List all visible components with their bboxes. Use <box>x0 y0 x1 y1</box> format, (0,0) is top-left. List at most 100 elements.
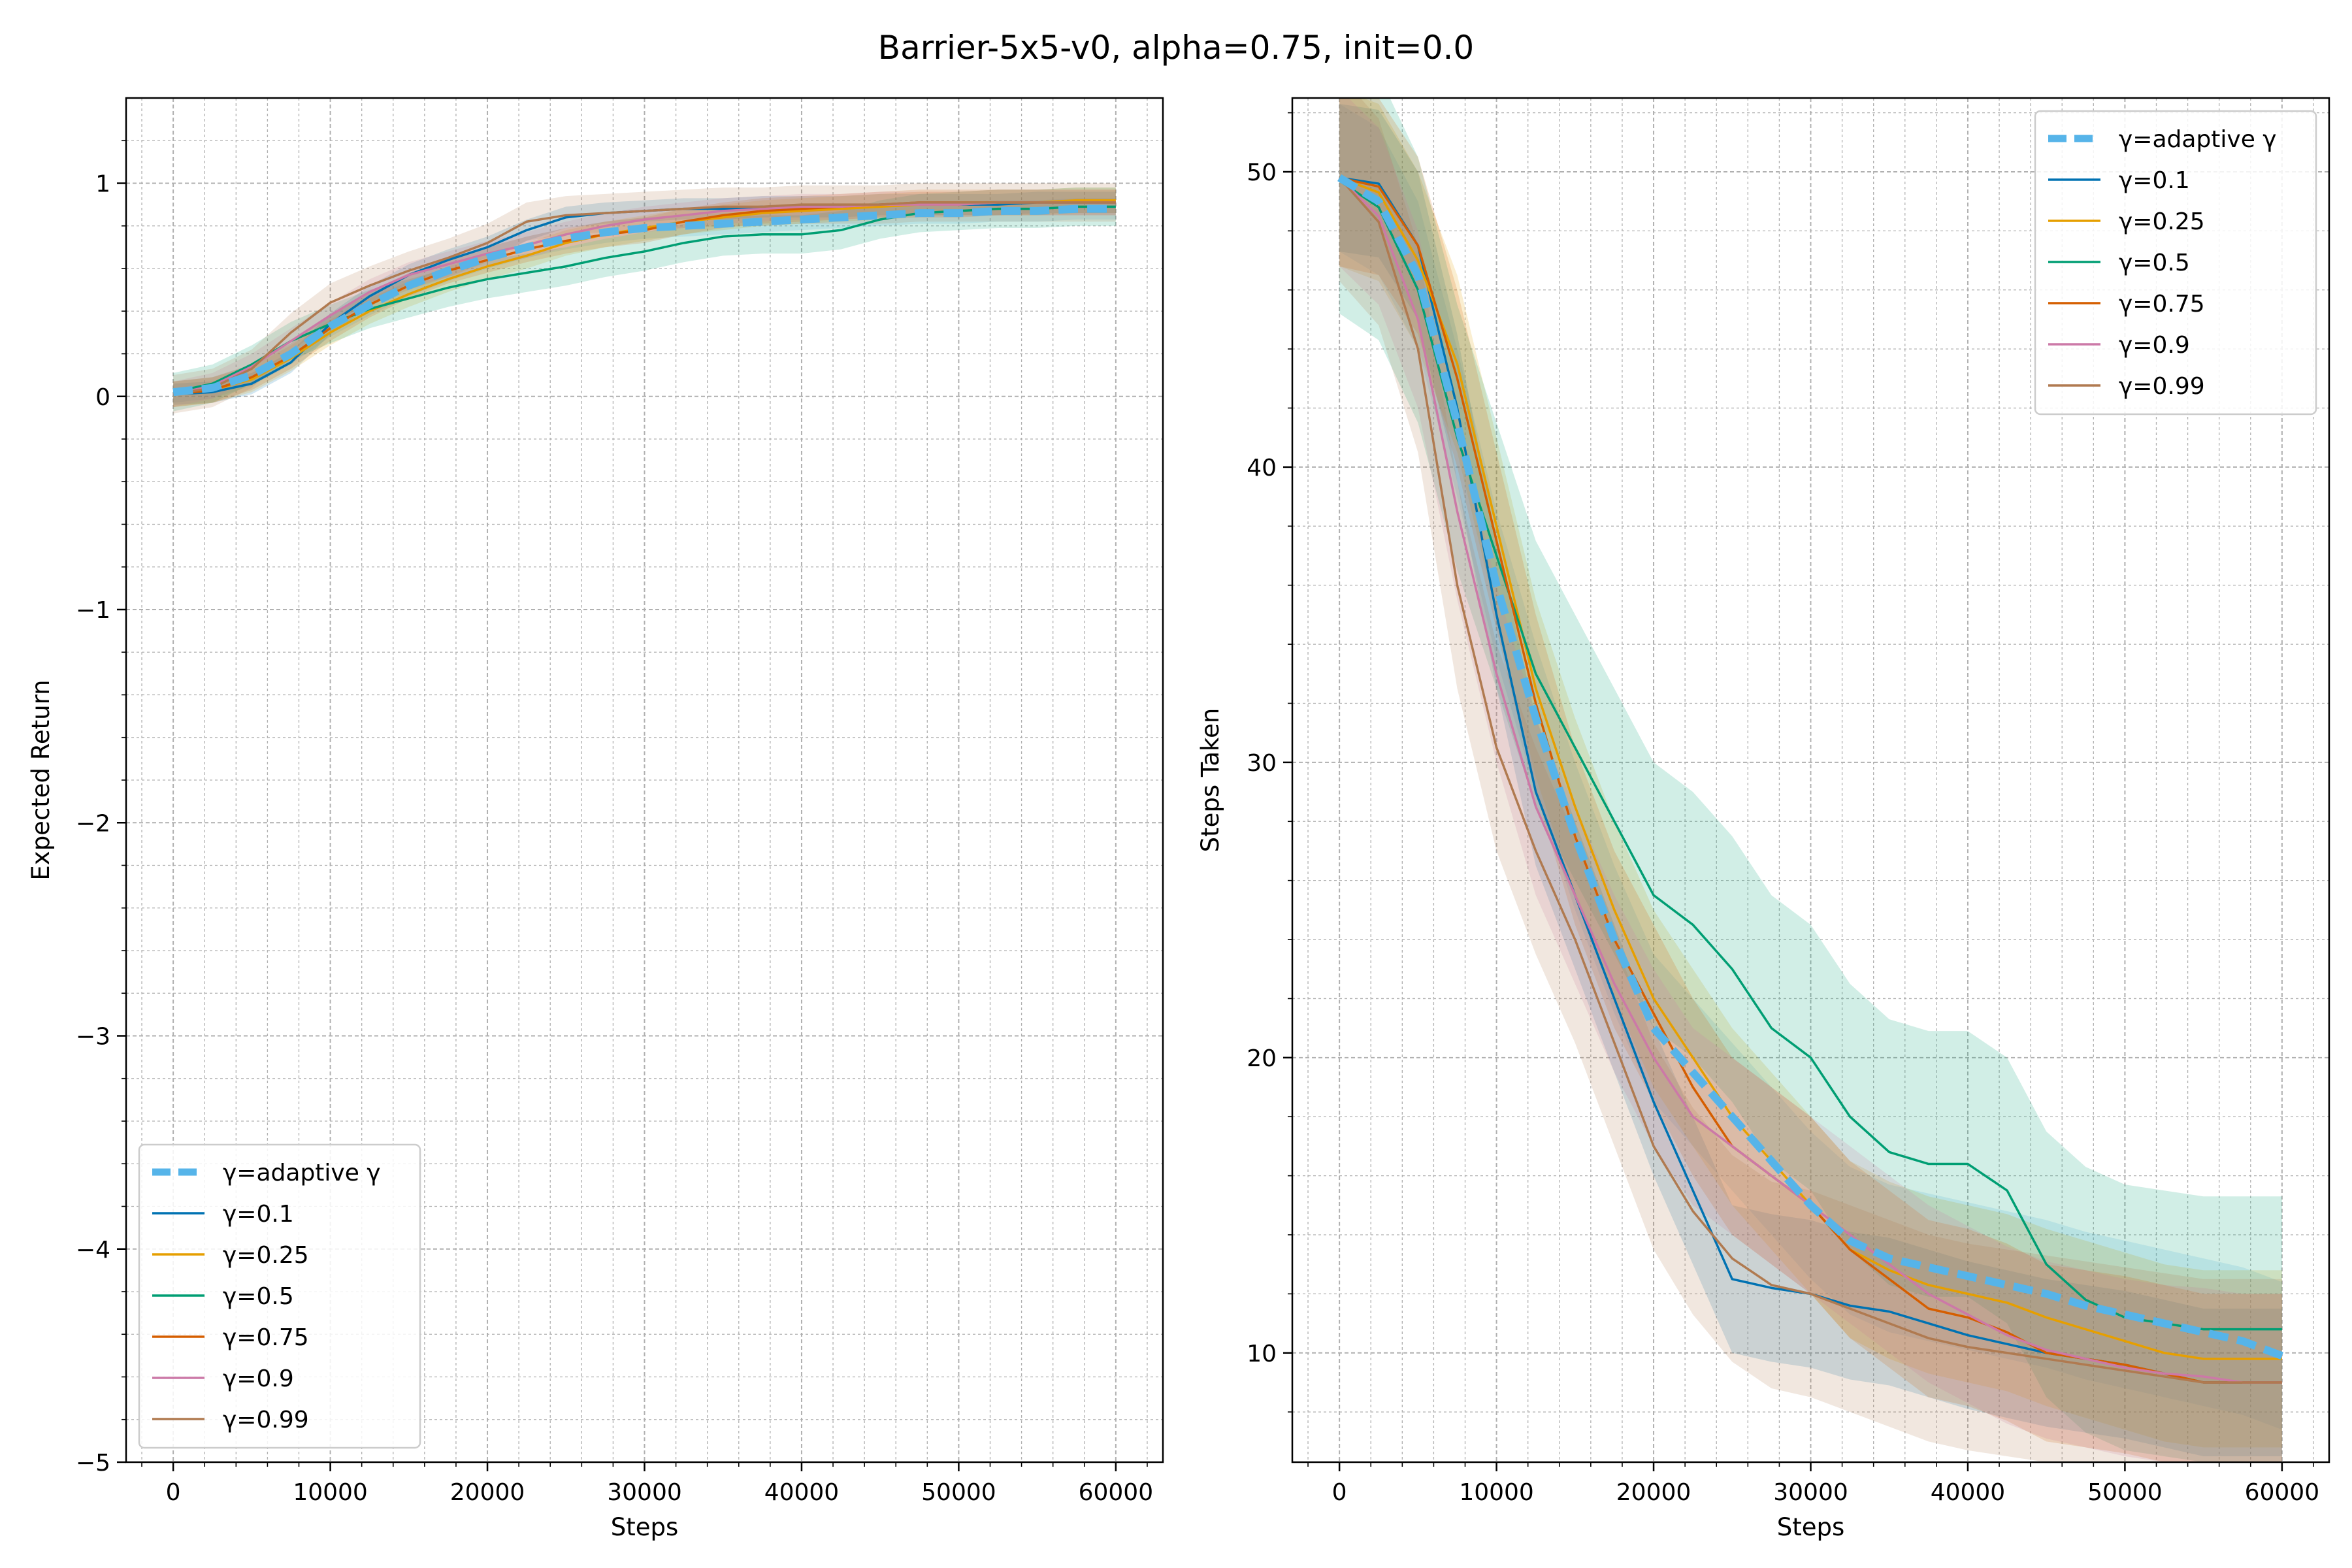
x-axis-label: Steps <box>611 1513 679 1541</box>
legend-label: γ=adaptive γ <box>223 1160 381 1186</box>
steps-taken-chart: 0 10000 20000 30000 40000 50000 60000 10 20 30 40 5… <box>1196 97 2330 1541</box>
band-g025 <box>1339 98 2282 1448</box>
series-line-g099 <box>1338 176 2282 1384</box>
y-tick: −3 <box>76 1024 126 1051</box>
y-tick-label: −3 <box>76 1024 110 1051</box>
y-tick: 1 <box>95 171 126 198</box>
band-g099 <box>173 183 1116 414</box>
y-tick: 20 <box>1247 1045 1292 1072</box>
x-tick: 30000 <box>607 1462 682 1506</box>
confidence-bands <box>173 183 1116 414</box>
x-tick-label: 50000 <box>921 1479 996 1506</box>
series-line-g099 <box>172 201 1116 396</box>
legend-entry: γ=0.25 <box>152 1242 309 1269</box>
x-tick: 50000 <box>2087 1462 2163 1506</box>
legend-entry: γ=0.1 <box>152 1201 294 1228</box>
y-tick: 30 <box>1247 750 1292 777</box>
y-tick-label: −5 <box>76 1450 110 1477</box>
legend-label: γ=0.9 <box>2119 332 2190 359</box>
x-tick: 60000 <box>2245 1462 2320 1506</box>
legend-box <box>138 1143 421 1449</box>
legend-label: γ=0.75 <box>2119 291 2205 318</box>
legend: γ=adaptive γ γ=0.1 γ=0.25 γ=0.5 γ=0.75 γ=0.9 γ… <box>138 1143 421 1449</box>
x-tick: 60000 <box>1079 1462 1154 1506</box>
expected-return-chart: 0 10000 20000 30000 40000 50000 60000 −5 −4 −3 −2 −… <box>27 97 1164 1541</box>
y-tick-label: −2 <box>76 810 110 837</box>
figure-title: Barrier-5x5-v0, alpha=0.75, init=0.0 <box>878 29 1474 67</box>
x-tick-label: 30000 <box>607 1479 682 1506</box>
legend-label: γ=0.9 <box>223 1365 294 1392</box>
series-lines <box>1337 174 2283 1384</box>
x-tick-label: 50000 <box>2087 1479 2163 1506</box>
y-tick-label: −1 <box>76 597 110 624</box>
legend-entry: γ=0.9 <box>152 1365 294 1392</box>
legend-entry: γ=0.25 <box>2048 208 2205 235</box>
legend-label: γ=0.25 <box>2119 208 2205 235</box>
legend-label: γ=0.99 <box>2119 373 2205 400</box>
x-tick-label: 40000 <box>764 1479 840 1506</box>
legend-label: γ=0.99 <box>223 1407 309 1433</box>
y-tick-label: 20 <box>1247 1045 1277 1072</box>
y-tick: −4 <box>76 1237 126 1264</box>
y-tick-label: −4 <box>76 1237 110 1264</box>
x-axis-label: Steps <box>1777 1513 1845 1541</box>
band-g01 <box>173 191 1116 405</box>
x-tick: 10000 <box>1459 1462 1534 1506</box>
x-tick: 40000 <box>764 1462 840 1506</box>
y-tick-label: 1 <box>95 171 110 198</box>
y-tick: 10 <box>1247 1341 1292 1367</box>
y-axis-label: Expected Return <box>27 679 55 880</box>
legend-entry: γ=0.9 <box>2048 332 2190 359</box>
x-tick: 20000 <box>1616 1462 1691 1506</box>
x-tick-label: 0 <box>166 1479 181 1506</box>
legend-label: γ=0.1 <box>223 1201 294 1228</box>
legend-entry: γ=0.99 <box>152 1407 309 1433</box>
x-tick-label: 10000 <box>1459 1479 1534 1506</box>
y-tick-label: 10 <box>1247 1341 1277 1367</box>
legend-entry: γ=0.99 <box>2048 373 2205 400</box>
series-lines <box>172 199 1116 397</box>
legend-entry: γ=0.75 <box>152 1324 309 1351</box>
x-tick-label: 40000 <box>1931 1479 2006 1506</box>
legend-label: γ=adaptive γ <box>2119 126 2277 153</box>
y-tick-label: 30 <box>1247 750 1277 777</box>
y-tick: 0 <box>95 384 126 411</box>
legend-label: γ=0.25 <box>223 1242 309 1269</box>
legend-entry: γ=0.5 <box>152 1283 294 1310</box>
series-line-adaptive <box>1337 174 2283 1360</box>
x-tick-label: 0 <box>1332 1479 1347 1506</box>
band-adaptive <box>1339 104 2282 1430</box>
x-tick-label: 10000 <box>293 1479 368 1506</box>
y-tick: 40 <box>1247 455 1292 482</box>
x-tick-label: 20000 <box>1616 1479 1691 1506</box>
y-tick: −2 <box>76 810 126 837</box>
legend-entry: γ=adaptive γ <box>2048 126 2277 153</box>
band-g09 <box>173 189 1116 408</box>
legend-entry: γ=0.1 <box>2048 167 2190 194</box>
x-tick: 0 <box>1332 1462 1347 1506</box>
series-line-g09 <box>172 201 1116 396</box>
legend-entry: γ=0.5 <box>2048 250 2190 276</box>
x-tick-label: 60000 <box>1079 1479 1154 1506</box>
x-tick: 0 <box>166 1462 181 1506</box>
x-tick: 20000 <box>450 1462 525 1506</box>
x-tick-label: 60000 <box>2245 1479 2320 1506</box>
y-tick-label: 40 <box>1247 455 1277 482</box>
x-tick-label: 20000 <box>450 1479 525 1506</box>
y-axis-label: Steps Taken <box>1196 708 1224 853</box>
y-tick-label: 0 <box>95 384 110 411</box>
x-tick: 50000 <box>921 1462 996 1506</box>
x-tick: 30000 <box>1773 1462 1848 1506</box>
legend-label: γ=0.5 <box>223 1283 294 1310</box>
legend-label: γ=0.5 <box>2119 250 2190 276</box>
legend-box <box>2034 110 2317 416</box>
legend-label: γ=0.1 <box>2119 167 2190 194</box>
y-tick-label: 50 <box>1247 159 1277 186</box>
legend: γ=adaptive γ γ=0.1 γ=0.25 γ=0.5 γ=0.75 γ=0.9 γ… <box>2034 110 2317 416</box>
legend-entry: γ=0.75 <box>2048 291 2205 318</box>
y-tick: −1 <box>76 597 126 624</box>
legend-label: γ=0.75 <box>223 1324 309 1351</box>
x-tick: 40000 <box>1931 1462 2006 1506</box>
y-tick: 50 <box>1247 159 1292 186</box>
